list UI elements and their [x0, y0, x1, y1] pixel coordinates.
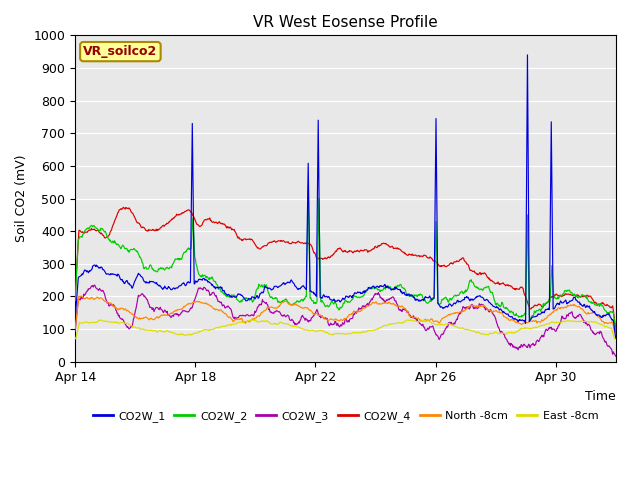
Text: VR_soilco2: VR_soilco2 [83, 45, 157, 58]
Title: VR West Eosense Profile: VR West Eosense Profile [253, 15, 438, 30]
X-axis label: Time: Time [585, 390, 616, 403]
Y-axis label: Soil CO2 (mV): Soil CO2 (mV) [15, 155, 28, 242]
Legend: CO2W_1, CO2W_2, CO2W_3, CO2W_4, North -8cm, East -8cm: CO2W_1, CO2W_2, CO2W_3, CO2W_4, North -8… [88, 407, 603, 426]
